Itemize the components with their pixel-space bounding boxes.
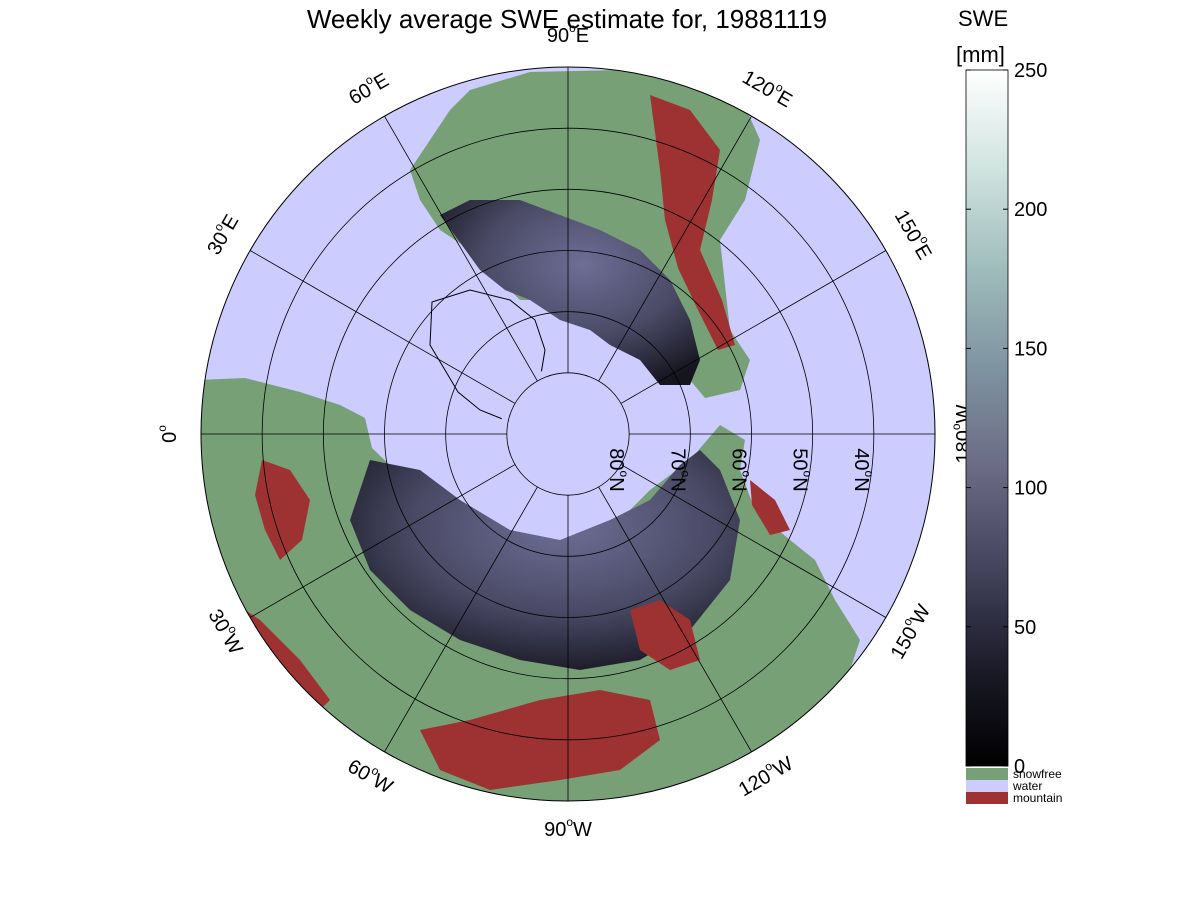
category-label-water: water [1012,779,1042,793]
siberia-mountains [630,600,700,670]
colorbar-tick-label: 200 [1014,199,1047,221]
category-swatch-water [966,780,1008,792]
colorbar-title: SWE [958,6,1008,31]
latitude-label: 50oN [788,448,814,491]
colorbar: SWE [mm] 0 50 100 150 200 250 snowfreewatermo… [956,6,1062,805]
central-asia-mountains [420,690,660,790]
figure-title: Weekly average SWE estimate for, 1988111… [307,4,827,34]
meridian-line [384,115,538,382]
colorbar-tick-label: 0 [1014,756,1025,778]
longitude-label: 60oW [344,752,399,799]
meridian-line [598,115,752,382]
category-swatch-mountain [966,792,1008,804]
arctic-water [500,366,636,502]
meridian-line [598,486,752,753]
longitude-label: 30oW [203,604,250,659]
colorbar-units: [mm] [956,42,1005,67]
colorbar-tick-label: 100 [1014,478,1047,500]
latitude-label: 60oN [727,448,753,491]
colorbar-tick-label: 250 [1014,60,1047,82]
meridian-line [620,250,887,404]
longitude-label: 0o [155,425,181,443]
graticule [201,67,935,801]
polar-map: 90oW120oW150oW180oW150oE120oE90oE60oE30o… [155,21,975,841]
colorbar-tick-label: 50 [1014,617,1036,639]
map-boundary [200,66,936,802]
latitude-label: 40oN [850,448,876,491]
meridian-line [620,464,887,618]
longitude-label: 150oE [890,204,939,263]
longitude-label: 60oE [343,66,393,110]
colorbar-ticks: 0 50 100 150 200 250 [966,60,1047,778]
north-america-snow [440,200,700,385]
rockies-mountains [650,95,735,350]
latitude-label: 80oN [605,448,631,491]
longitude-label: 90oE [547,21,589,47]
longitude-label: 90oW [544,815,592,841]
latitude-label: 70oN [666,448,692,491]
longitude-label: 30oE [200,209,244,259]
meridian-line [249,250,516,404]
colorbar-gradient [965,69,1009,767]
category-label-mountain: mountain [1013,791,1062,805]
category-label-snowfree: snowfree [1013,767,1062,781]
latitude-labels: 80oN 70oN 60oN 50oN 40oN [605,448,876,491]
scandinavia-mountains [255,460,310,560]
kamchatka-mountains [750,480,790,535]
meridian-line [384,486,538,753]
longitude-label: 120oE [738,63,797,112]
category-swatch-snowfree [966,768,1008,780]
colorbar-tick-label: 150 [1014,338,1047,360]
meridian-line [249,464,516,618]
